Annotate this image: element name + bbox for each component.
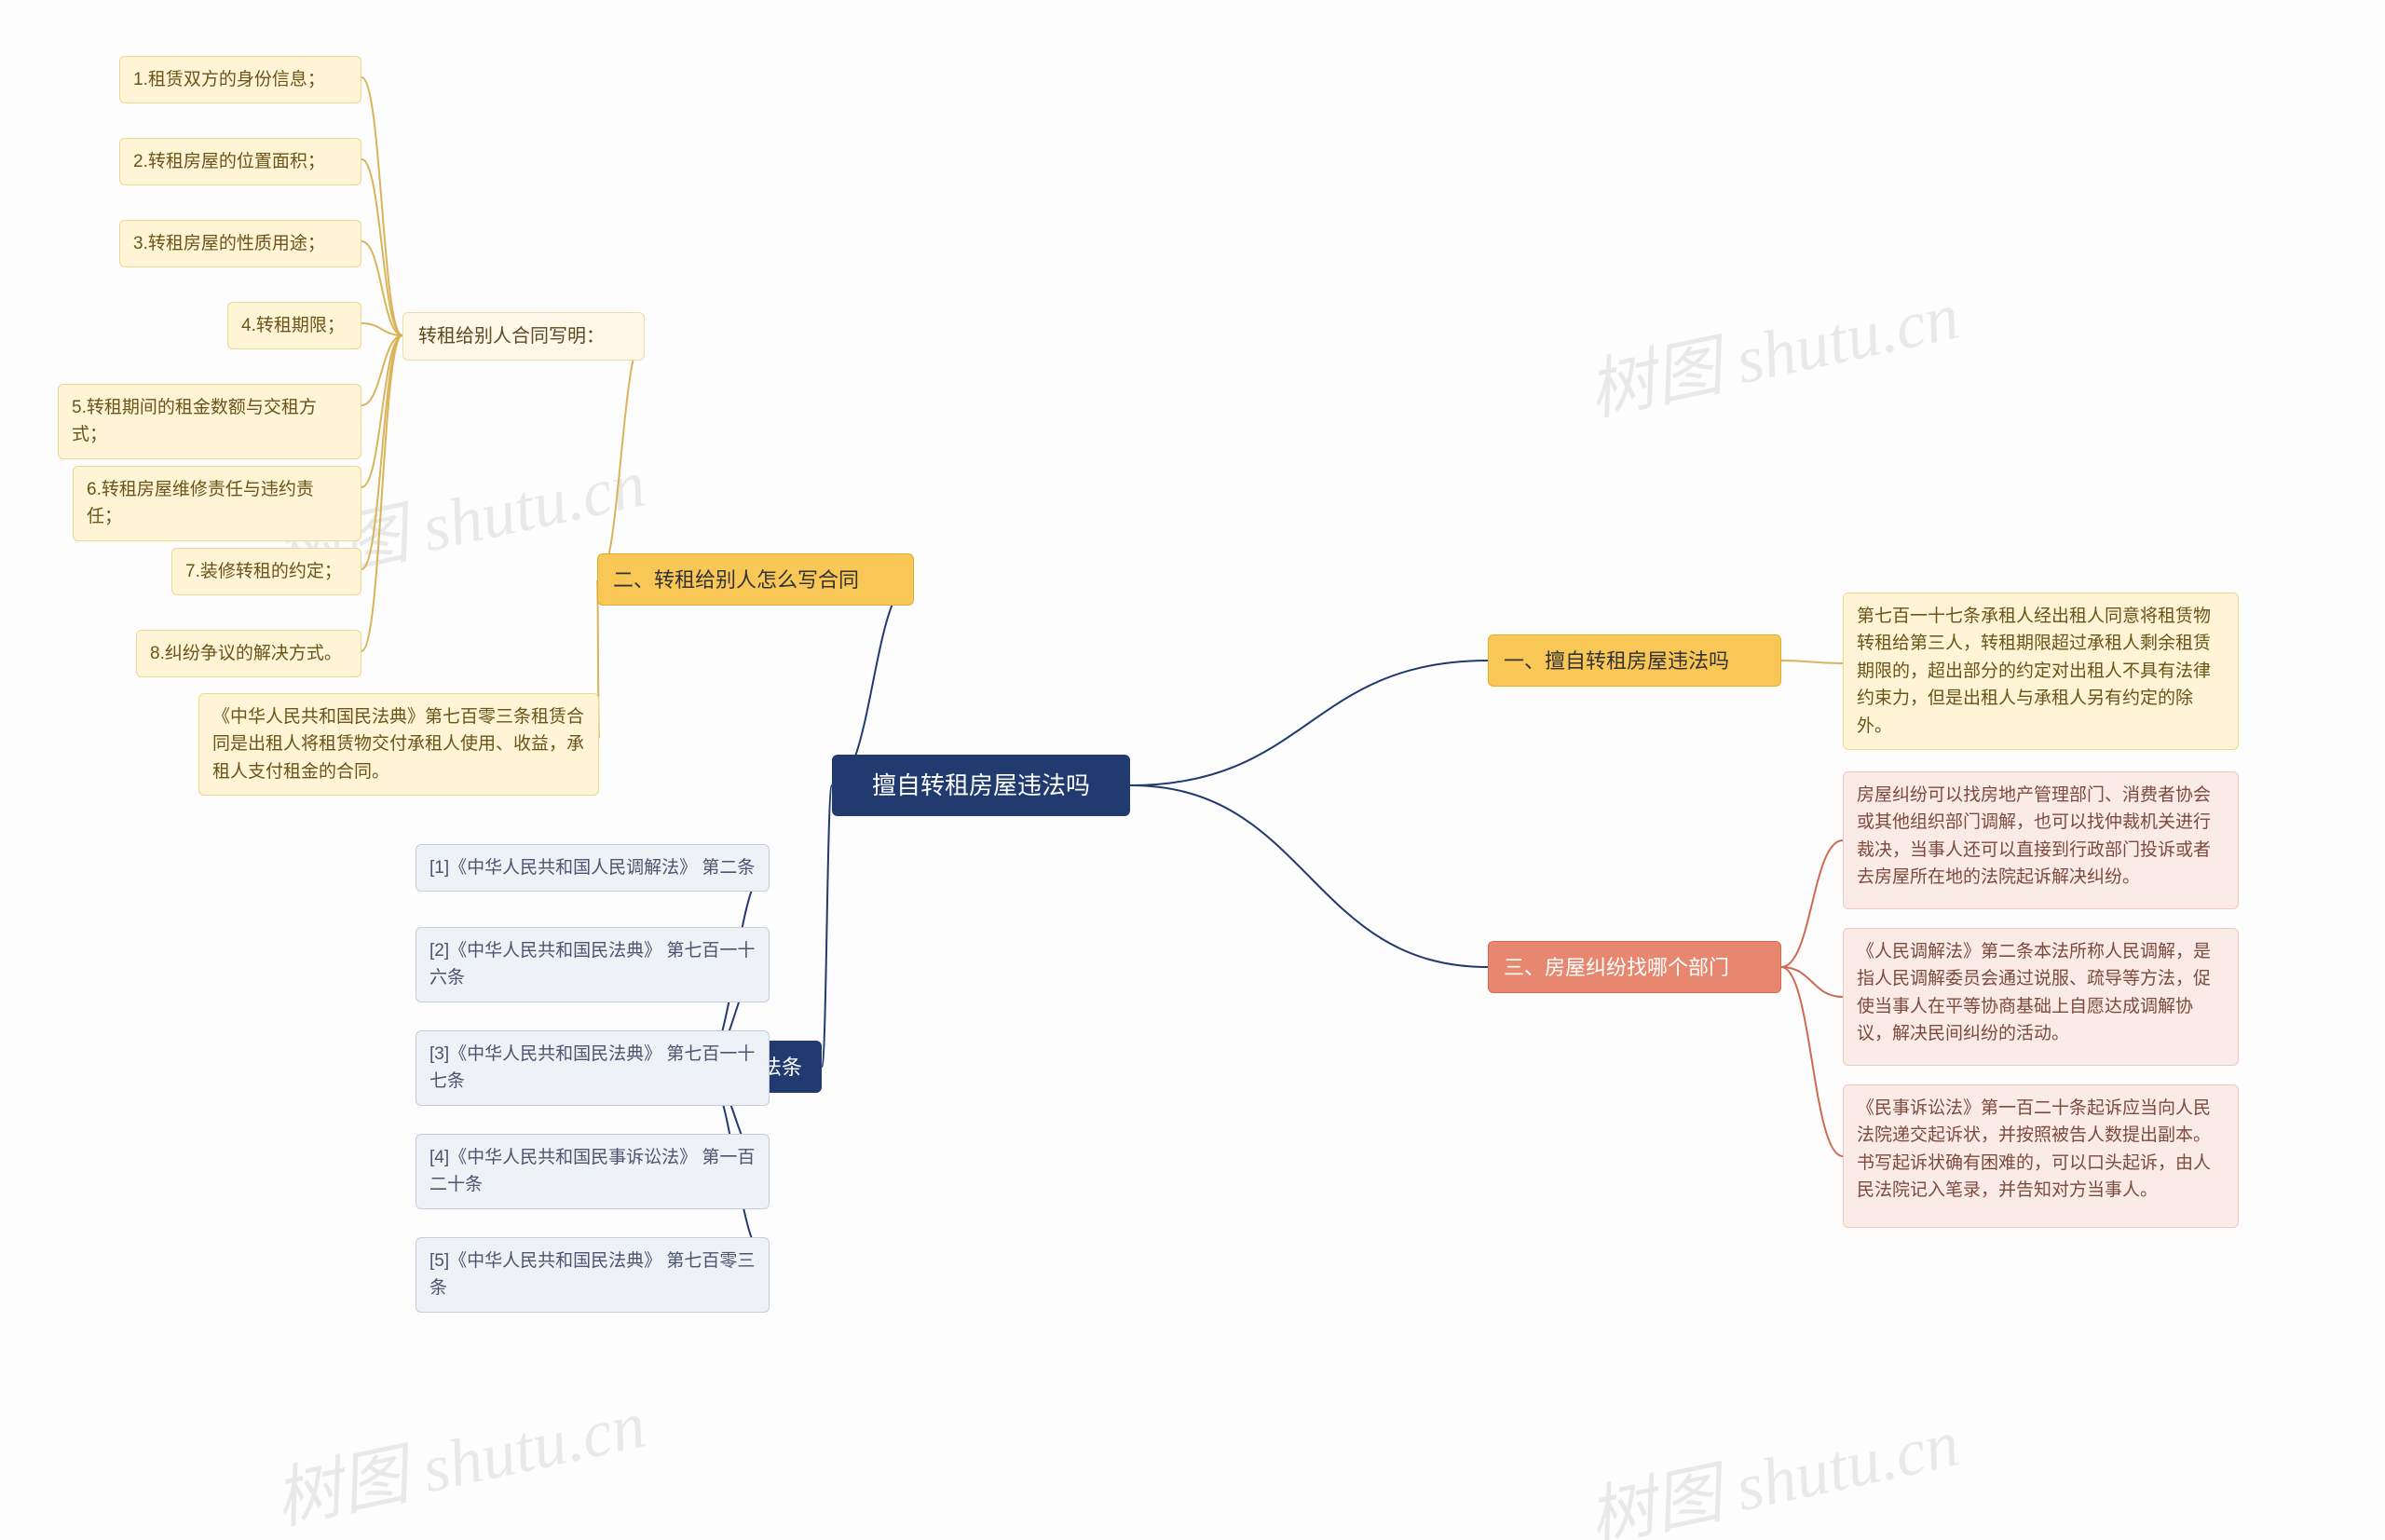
watermark: 树图 shutu.cn: [264, 1369, 652, 1540]
leaf-ref1: [1]《中华人民共和国人民调解法》 第二条: [416, 844, 770, 892]
leaf-c1: 1.租赁双方的身份信息；: [119, 56, 361, 103]
leaf-s1_1: 第七百一十七条承租人经出租人同意将租赁物转租给第三人，转租期限超过承租人剩余租赁…: [1843, 593, 2239, 750]
section-1-label: 一、擅自转租房屋违法吗: [1504, 646, 1729, 676]
leaf-s3_3: 《民事诉讼法》第一百二十条起诉应当向人民法院递交起诉状，并按照被告人数提出副本。…: [1843, 1084, 2239, 1228]
section-3-label: 三、房屋纠纷找哪个部门: [1504, 952, 1729, 983]
section-3: 三、房屋纠纷找哪个部门: [1488, 941, 1781, 993]
section-2-label: 二、转租给别人怎么写合同: [613, 565, 859, 595]
leaf-ref4: [4]《中华人民共和国民事诉讼法》 第一百二十条: [416, 1134, 770, 1209]
section-2: 二、转租给别人怎么写合同: [597, 553, 914, 606]
leaf-ref5: [5]《中华人民共和国民法典》 第七百零三条: [416, 1237, 770, 1313]
contract-subnode: 转租给别人合同写明：: [402, 312, 645, 361]
leaf-c4: 4.转租期限；: [227, 302, 361, 349]
leaf-s3_2: 《人民调解法》第二条本法所称人民调解，是指人民调解委员会通过说服、疏导等方法，促…: [1843, 928, 2239, 1066]
leaf-c8: 8.纠纷争议的解决方式。: [136, 630, 361, 677]
leaf-ref3: [3]《中华人民共和国民法典》 第七百一十七条: [416, 1030, 770, 1106]
leaf-s3_1: 房屋纠纷可以找房地产管理部门、消费者协会或其他组织部门调解，也可以找仲裁机关进行…: [1843, 771, 2239, 909]
leaf-c3: 3.转租房屋的性质用途；: [119, 220, 361, 267]
leaf-c5: 5.转租期间的租金数额与交租方式；: [58, 384, 361, 459]
leaf-ref2: [2]《中华人民共和国民法典》 第七百一十六条: [416, 927, 770, 1002]
leaf-c6: 6.转租房屋维修责任与违约责任；: [73, 466, 361, 541]
watermark: 树图 shutu.cn: [1577, 260, 1966, 434]
contract-subnode-label: 转租给别人合同写明：: [418, 322, 605, 350]
leaf-c2: 2.转租房屋的位置面积；: [119, 138, 361, 185]
root-label: 擅自转租房屋违法吗: [872, 768, 1090, 804]
root-node: 擅自转租房屋违法吗: [832, 755, 1130, 816]
section-1: 一、擅自转租房屋违法吗: [1488, 634, 1781, 687]
leaf-c7: 7.装修转租的约定；: [171, 548, 361, 595]
watermark: 树图 shutu.cn: [1577, 1387, 1966, 1540]
leaf-s2_note: 《中华人民共和国民法典》第七百零三条租赁合同是出租人将租赁物交付承租人使用、收益…: [198, 693, 599, 796]
